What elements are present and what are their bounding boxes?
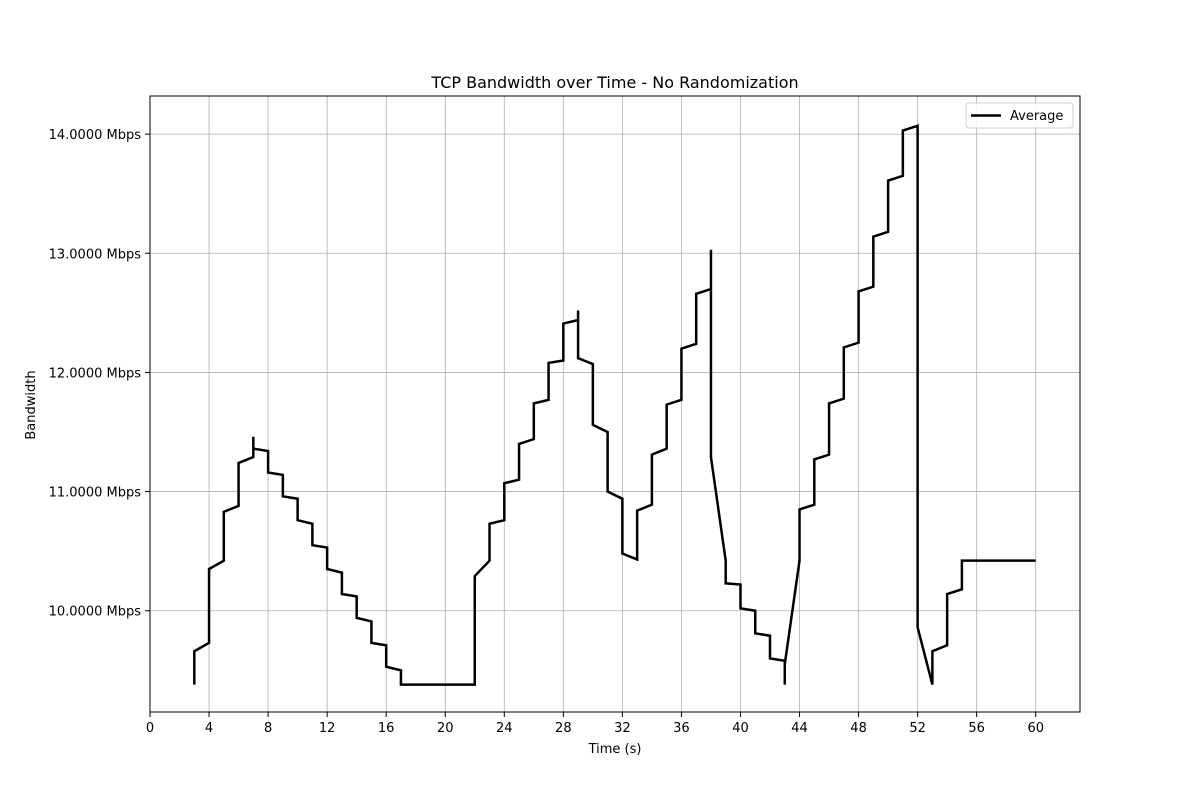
chart-title: TCP Bandwidth over Time - No Randomizati…: [430, 73, 798, 92]
plot-frame: [149, 95, 1081, 713]
x-tick-label: 28: [555, 721, 572, 736]
x-tick-label: 60: [1027, 721, 1044, 736]
x-tick-label: 36: [673, 721, 690, 736]
x-axis-ticks: 0 4 8 12 16 20 24 28 32 36 40 44 48 52 56 60: [146, 712, 1044, 736]
x-tick-label: 32: [614, 721, 631, 736]
x-tick-label: 40: [732, 721, 749, 736]
x-tick-label: 20: [437, 721, 454, 736]
series-line-average: [193, 124, 1036, 686]
x-tick-label: 12: [319, 721, 336, 736]
y-tick-label: 10.0000 Mbps: [49, 605, 142, 620]
x-tick-label: 48: [850, 721, 867, 736]
x-tick-label: 44: [791, 721, 808, 736]
x-tick-label: 8: [264, 721, 272, 736]
x-tick-label: 56: [968, 721, 985, 736]
legend: Average: [965, 102, 1074, 129]
y-tick-label: 14.0000 Mbps: [49, 128, 142, 143]
x-tick-label: 24: [496, 721, 513, 736]
x-tick-label: 0: [146, 721, 154, 736]
x-tick-label: 52: [909, 721, 926, 736]
y-axis-label: Bandwidth: [24, 370, 39, 439]
legend-box: [965, 102, 1074, 129]
x-tick-label: 4: [205, 721, 213, 736]
y-tick-label: 12.0000 Mbps: [49, 366, 142, 381]
x-tick-label: 16: [378, 721, 395, 736]
series-layer: [193, 124, 1036, 686]
y-tick-label: 13.0000 Mbps: [49, 247, 142, 262]
y-axis-ticks: 10.0000 Mbps 11.0000 Mbps 12.0000 Mbps 13.0…: [49, 128, 150, 620]
legend-label: Average: [1010, 109, 1063, 124]
x-axis-label: Time (s): [588, 742, 642, 757]
y-tick-label: 11.0000 Mbps: [49, 486, 142, 501]
